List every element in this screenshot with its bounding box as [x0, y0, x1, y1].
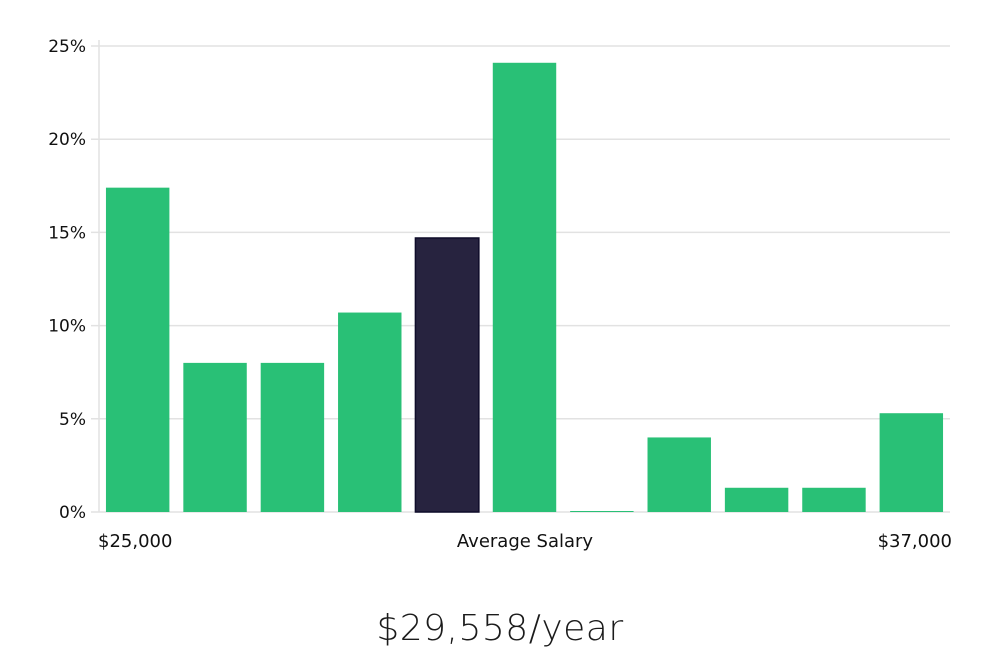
bar — [647, 437, 711, 512]
y-tick-label: 10% — [48, 317, 86, 337]
x-start-label: $25,000 — [98, 531, 172, 552]
average-salary-value: $29,558/year — [376, 608, 624, 649]
y-tick-label: 0% — [59, 503, 86, 523]
bar — [724, 487, 789, 512]
bar — [260, 362, 325, 512]
bar — [802, 487, 866, 512]
bar — [338, 312, 402, 512]
y-tick-label: 20% — [48, 130, 86, 150]
salary-histogram: 0%5%10%15%20%25% $25,000 Average Salary … — [48, 37, 952, 552]
bar — [492, 62, 557, 512]
bars — [105, 62, 944, 513]
bar — [879, 413, 944, 512]
x-end-label: $37,000 — [878, 531, 952, 552]
y-axis-ticks: 0% 5% 10% 15% 20% 25% — [48, 37, 86, 523]
y-tick-label: 25% — [48, 37, 86, 57]
bar-average-salary — [414, 237, 480, 513]
x-axis-title: Average Salary — [457, 531, 594, 552]
bar — [183, 362, 247, 512]
y-tick-label: 15% — [48, 223, 86, 243]
y-tick-label: 5% — [59, 410, 86, 430]
bar — [570, 511, 634, 512]
bar — [105, 187, 170, 512]
